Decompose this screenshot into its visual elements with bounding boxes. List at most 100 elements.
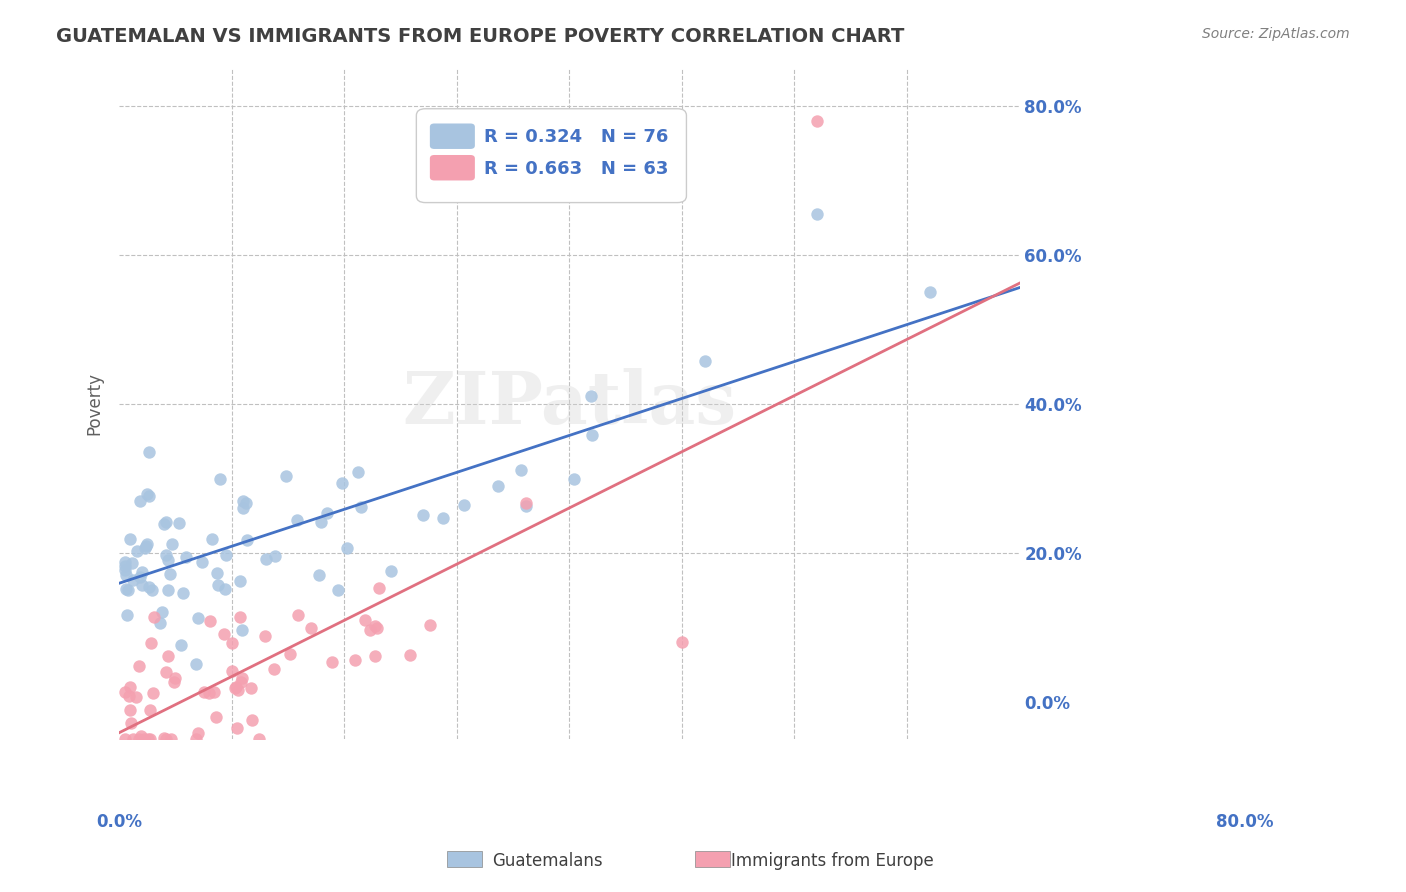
Point (139, 703, 162, 717)
Point (132, 731, 155, 746)
Point (172, 586, 194, 600)
Point (128, 731, 150, 746)
Point (157, 553, 180, 567)
Bar (695, 851, 730, 867)
Point (114, 568, 136, 582)
Point (155, 548, 177, 562)
Point (170, 638, 193, 652)
Point (326, 582, 349, 597)
Point (214, 582, 236, 596)
Point (364, 648, 387, 663)
Point (131, 565, 153, 579)
Point (155, 665, 177, 679)
Point (235, 496, 257, 510)
Point (125, 690, 148, 704)
Point (184, 731, 207, 746)
Point (117, 608, 139, 623)
Point (366, 621, 388, 635)
Point (316, 506, 339, 520)
Point (249, 731, 271, 746)
Point (231, 671, 253, 685)
Point (198, 686, 221, 700)
Point (509, 463, 531, 477)
Point (263, 662, 285, 676)
Point (364, 619, 387, 633)
FancyBboxPatch shape (416, 109, 686, 202)
Point (225, 680, 247, 694)
Text: Guatemalans: Guatemalans (492, 852, 603, 870)
Point (309, 516, 332, 530)
Point (232, 494, 254, 508)
Point (131, 578, 153, 592)
Point (129, 729, 152, 743)
Point (120, 716, 142, 731)
Point (114, 555, 136, 569)
FancyBboxPatch shape (430, 155, 475, 180)
Point (141, 583, 163, 598)
Point (208, 472, 231, 486)
Point (122, 573, 145, 587)
Point (135, 487, 157, 501)
Point (344, 653, 367, 667)
Point (205, 566, 228, 580)
Point (155, 515, 177, 529)
Point (232, 501, 254, 516)
Point (515, 496, 537, 510)
Point (412, 508, 434, 522)
Point (139, 731, 162, 746)
Point (135, 537, 157, 551)
Point (226, 721, 249, 735)
Point (346, 465, 368, 479)
Point (399, 648, 422, 662)
Point (806, 207, 828, 221)
Point (336, 541, 359, 555)
Point (254, 552, 277, 566)
Point (114, 685, 136, 699)
Point (134, 541, 156, 556)
Point (184, 657, 207, 672)
Point (380, 564, 402, 578)
Point (121, 731, 143, 746)
Point (155, 731, 177, 746)
Point (174, 549, 197, 564)
Point (114, 582, 136, 596)
Point (693, 354, 716, 368)
Point (120, 680, 142, 694)
Point (200, 532, 222, 546)
Bar (447, 851, 482, 867)
Point (152, 731, 174, 746)
Point (156, 649, 179, 664)
Point (231, 624, 253, 638)
Point (121, 556, 143, 570)
Point (205, 710, 228, 724)
Text: R = 0.663   N = 63: R = 0.663 N = 63 (484, 160, 668, 178)
Point (138, 445, 160, 459)
Point (200, 614, 222, 628)
FancyBboxPatch shape (430, 123, 475, 149)
Point (157, 582, 180, 597)
Text: R = 0.324   N = 76: R = 0.324 N = 76 (484, 128, 668, 146)
Point (149, 616, 172, 631)
Point (515, 499, 537, 513)
Point (162, 537, 184, 551)
Point (187, 726, 209, 740)
Point (581, 428, 603, 442)
Text: Source: ZipAtlas.com: Source: ZipAtlas.com (1202, 27, 1350, 41)
Point (139, 636, 162, 650)
Text: ZIPatlas: ZIPatlas (402, 368, 737, 439)
Point (806, 113, 828, 128)
Point (229, 610, 252, 624)
Point (278, 647, 301, 661)
Point (229, 675, 252, 690)
Point (264, 549, 287, 564)
Point (135, 540, 157, 554)
Point (138, 489, 160, 503)
Point (579, 389, 602, 403)
Point (117, 582, 139, 597)
Point (353, 613, 375, 627)
Text: 0.0%: 0.0% (96, 813, 142, 830)
Point (564, 472, 586, 486)
Point (136, 731, 159, 746)
Point (299, 622, 322, 636)
Point (138, 580, 160, 594)
